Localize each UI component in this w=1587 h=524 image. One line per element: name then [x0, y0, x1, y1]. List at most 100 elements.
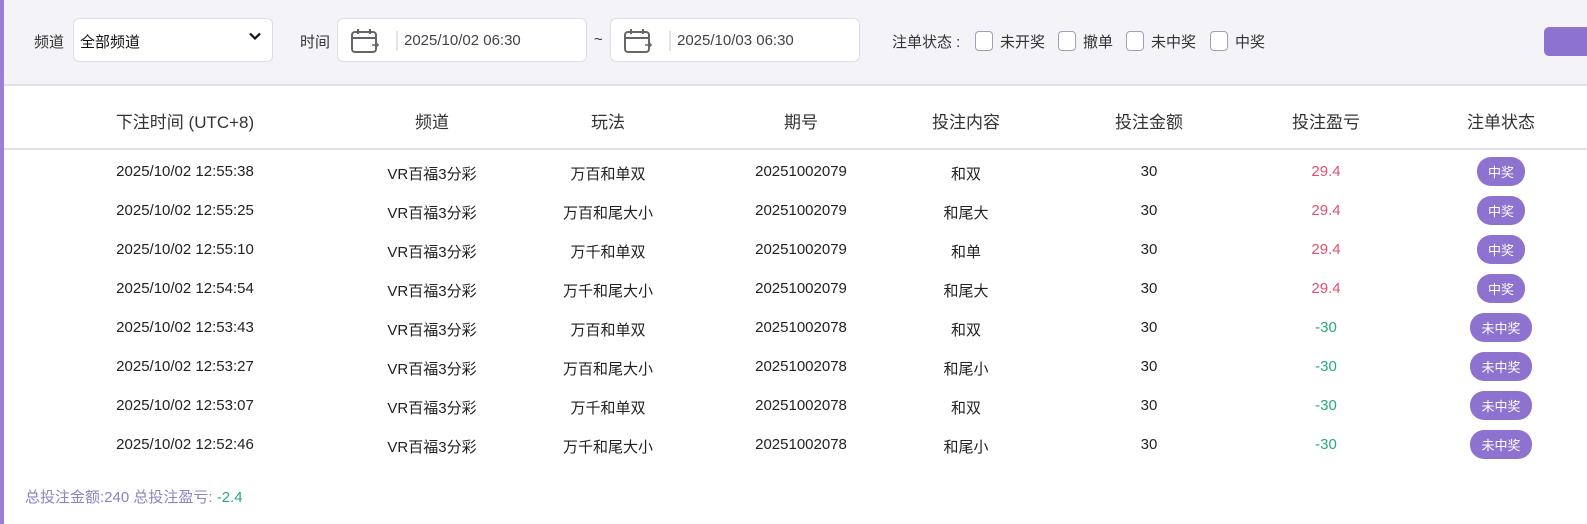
column-header: 期号	[784, 113, 818, 132]
cell-channel: VR百福3分彩	[387, 283, 477, 300]
table-row: 2025/10/02 12:55:10 VR百福3分彩 万千和单双 202510020…	[4, 230, 1587, 269]
status-badge: 未中奖	[1470, 352, 1532, 381]
status-cell: 未中奖	[1381, 430, 1587, 459]
column-header: 下注时间 (UTC+8)	[115, 113, 255, 132]
status-cell: 未中奖	[1381, 352, 1587, 381]
cell-content: 和尾大	[943, 283, 989, 300]
cell-channel: VR百福3分彩	[387, 439, 477, 456]
cell-play: 万百和单双	[570, 322, 646, 339]
end-time-input[interactable]: 2025/10/03 06:30	[610, 18, 860, 62]
table-row: 2025/10/02 12:53:07 VR百福3分彩 万千和单双 202510020…	[4, 386, 1587, 425]
cell-play: 万百和单双	[570, 166, 646, 183]
cell-amount: 30	[1140, 397, 1158, 414]
cell-time: 2025/10/02 12:55:25	[116, 202, 254, 219]
channel-select-value: 全部频道	[80, 34, 141, 51]
cell-time: 2025/10/02 12:52:46	[116, 436, 254, 453]
cell-issue: 20251002079	[755, 202, 847, 219]
status-cell: 中奖	[1381, 157, 1587, 186]
cell-play: 万千和尾大小	[562, 439, 653, 456]
cell-profit: 29.4	[1311, 202, 1341, 219]
left-accent-bar	[0, 0, 4, 524]
status-cell: 未中奖	[1381, 313, 1587, 342]
checkbox-label: 撤单	[1083, 34, 1114, 51]
cell-amount: 30	[1140, 436, 1158, 453]
cell-content: 和尾大	[943, 205, 989, 222]
cell-issue: 20251002079	[755, 163, 847, 180]
status-badge: 未中奖	[1470, 391, 1532, 420]
cell-content: 和单	[950, 244, 981, 261]
channel-label: 频道	[34, 34, 65, 51]
column-header: 投注金额	[1115, 113, 1183, 132]
cell-profit: 29.4	[1311, 163, 1341, 180]
table-row: 2025/10/02 12:55:38 VR百福3分彩 万百和单双 202510020…	[4, 152, 1587, 191]
divider	[669, 31, 671, 51]
cell-content: 和尾小	[943, 439, 989, 456]
cell-time: 2025/10/02 12:54:54	[116, 280, 254, 297]
cell-channel: VR百福3分彩	[387, 244, 477, 261]
cell-profit: -30	[1315, 358, 1337, 375]
cell-amount: 30	[1140, 241, 1158, 258]
cell-amount: 30	[1140, 202, 1158, 219]
cell-content: 和双	[950, 400, 981, 417]
cell-issue: 20251002078	[755, 358, 847, 375]
start-time-value: 2025/10/02 06:30	[404, 32, 521, 49]
start-time-input[interactable]: 2025/10/02 06:30	[337, 18, 587, 62]
status-cell: 中奖	[1381, 274, 1587, 303]
divider	[396, 31, 398, 51]
table-row: 2025/10/02 12:53:27 VR百福3分彩 万百和尾大小 20251002…	[4, 347, 1587, 386]
cell-content: 和尾小	[943, 361, 989, 378]
cell-amount: 30	[1140, 163, 1158, 180]
cell-content: 和双	[950, 166, 981, 183]
cell-time: 2025/10/02 12:53:07	[116, 397, 254, 414]
channel-select[interactable]: 全部频道	[73, 18, 273, 62]
checkbox-cancelled[interactable]	[1058, 31, 1076, 51]
status-badge: 中奖	[1476, 274, 1525, 303]
status-cell: 未中奖	[1381, 391, 1587, 420]
cell-play: 万千和单双	[570, 244, 646, 261]
cell-channel: VR百福3分彩	[387, 322, 477, 339]
cell-issue: 20251002078	[755, 319, 847, 336]
cell-time: 2025/10/02 12:55:10	[116, 241, 254, 258]
cell-channel: VR百福3分彩	[387, 400, 477, 417]
status-badge: 中奖	[1476, 196, 1525, 225]
checkbox-label: 未中奖	[1151, 34, 1197, 51]
cell-amount: 30	[1140, 319, 1158, 336]
cell-play: 万百和尾大小	[562, 361, 653, 378]
status-cell: 中奖	[1381, 235, 1587, 264]
cell-profit: -30	[1315, 436, 1337, 453]
cell-profit: 29.4	[1311, 241, 1341, 258]
cell-content: 和双	[950, 322, 981, 339]
cell-channel: VR百福3分彩	[387, 205, 477, 222]
cell-channel: VR百福3分彩	[387, 166, 477, 183]
checkbox-won[interactable]	[1210, 31, 1228, 51]
cell-time: 2025/10/02 12:55:38	[116, 163, 254, 180]
checkbox-lost[interactable]	[1126, 31, 1144, 51]
cell-profit: -30	[1315, 319, 1337, 336]
checkbox-not-drawn[interactable]	[975, 31, 993, 51]
table-row: 2025/10/02 12:53:43 VR百福3分彩 万百和单双 202510020…	[4, 308, 1587, 347]
cell-play: 万千和单双	[570, 400, 646, 417]
column-header: 玩法	[591, 113, 625, 132]
cell-profit: 29.4	[1311, 280, 1341, 297]
status-cell: 中奖	[1381, 196, 1587, 225]
cell-play: 万千和尾大小	[562, 283, 653, 300]
table-row: 2025/10/02 12:54:54 VR百福3分彩 万千和尾大小 20251002…	[4, 269, 1587, 308]
status-badge: 未中奖	[1470, 430, 1532, 459]
summary: 总投注金额:240 总投注盈亏: -2.4	[25, 486, 243, 507]
cell-issue: 20251002078	[755, 397, 847, 414]
time-label: 时间	[300, 34, 331, 51]
chevron-down-icon	[249, 32, 261, 41]
column-header: 注单状态	[1467, 113, 1535, 132]
column-header: 投注内容	[932, 113, 1000, 132]
status-badge: 未中奖	[1470, 313, 1532, 342]
cell-issue: 20251002078	[755, 436, 847, 453]
cell-channel: VR百福3分彩	[387, 361, 477, 378]
cell-time: 2025/10/02 12:53:27	[116, 358, 254, 375]
status-label: 注单状态 :	[892, 34, 961, 51]
cell-issue: 20251002079	[755, 241, 847, 258]
table-header: 下注时间 (UTC+8) 频道 玩法 期号 投注内容 投注金额 投注盈亏 注单状态	[4, 88, 1587, 150]
checkbox-label: 中奖	[1235, 34, 1266, 51]
summary-total-amount: 总投注金额:240 总投注盈亏:	[25, 489, 213, 506]
cell-amount: 30	[1140, 358, 1158, 375]
search-button[interactable]	[1544, 27, 1587, 56]
